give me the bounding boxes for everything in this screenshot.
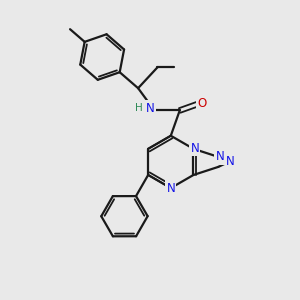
Text: N: N [146,102,154,115]
Text: N: N [215,150,224,164]
Text: H: H [135,103,143,113]
Text: N: N [190,142,199,155]
Text: N: N [167,182,175,194]
Text: N: N [226,155,235,168]
Text: O: O [197,97,207,110]
